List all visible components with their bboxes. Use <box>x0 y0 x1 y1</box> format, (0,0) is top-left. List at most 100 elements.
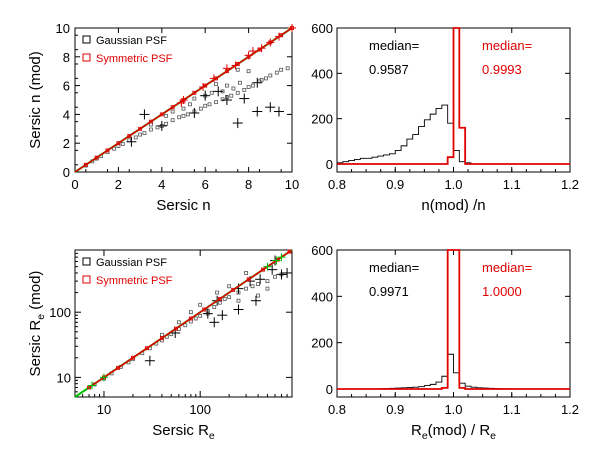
legend-symmetric-marker <box>82 53 91 62</box>
subscript-e: e <box>490 430 496 442</box>
legend-symmetric-label: Symmetric PSF <box>96 53 173 65</box>
y-tick-label: 4 <box>63 107 70 122</box>
median-value-gaussian: 0.9587 <box>369 62 409 77</box>
gaussian-point <box>142 131 147 136</box>
gaussian-point <box>170 118 175 123</box>
symmetric-point <box>192 90 197 95</box>
legend-gaussian-marker <box>82 257 91 266</box>
gaussian-point <box>235 67 240 72</box>
gaussian-point <box>214 82 218 87</box>
gaussian-point <box>198 302 203 307</box>
symmetric-point <box>174 326 178 331</box>
median-label-gaussian: median= <box>369 38 419 53</box>
gaussian-point <box>235 90 240 95</box>
gaussian-point <box>285 66 290 71</box>
x-tick-label: 1.0 <box>444 402 462 417</box>
label-part: Sersic R <box>27 320 44 377</box>
y-tick-label: 8 <box>63 50 70 65</box>
x-tick-label: 0.8 <box>328 402 346 417</box>
gaussian-point <box>198 313 203 318</box>
gaussian-point <box>149 127 153 132</box>
gaussian-point <box>227 295 232 300</box>
subscript-e: e <box>209 430 215 442</box>
gaussian-point <box>193 316 198 321</box>
gaussian-point <box>181 113 186 118</box>
x-tick-label: 100 <box>189 402 211 417</box>
label-part: Sersic R <box>152 422 209 439</box>
gaussian-point <box>268 73 273 78</box>
median-label-gaussian: median= <box>369 260 419 275</box>
gaussian-point <box>188 310 193 315</box>
x-axis-label-re: Sersic Re <box>152 422 215 442</box>
symmetric-point <box>159 336 164 341</box>
panel-re-scatter-frame <box>74 249 293 398</box>
gaussian-point <box>198 106 203 111</box>
x-tick-label: 1.2 <box>561 402 579 417</box>
symmetric-point <box>130 355 135 360</box>
gaussian-point <box>244 271 248 275</box>
gaussian-point <box>138 132 143 137</box>
gaussian-point <box>256 293 261 298</box>
gaussian-point <box>212 305 217 309</box>
panel-n-scatter-frame <box>74 27 293 173</box>
x-axis-label: n(mod) /n <box>421 197 485 214</box>
symmetric-histogram <box>337 249 570 390</box>
gaussian-point <box>246 69 251 74</box>
gaussian-point <box>192 96 197 101</box>
symmetric-point <box>170 105 175 110</box>
gaussian-point <box>220 97 225 102</box>
symmetric-point <box>145 346 149 351</box>
gaussian-point <box>133 135 138 140</box>
symmetric-point <box>261 267 265 272</box>
y-tick-label: 0 <box>63 165 70 180</box>
symmetric-point <box>127 134 132 138</box>
x-tick-label: 1.1 <box>503 402 521 417</box>
symmetric-point <box>231 287 236 292</box>
symmetric-point <box>202 307 207 312</box>
x-tick-label: 1.2 <box>561 177 579 192</box>
y-tick-label: 0 <box>326 382 333 397</box>
y-tick-label: 600 <box>311 21 333 36</box>
symmetric-point <box>148 119 153 124</box>
label-part: (mod) / R <box>428 422 491 439</box>
legend-gaussian-label: Gaussian PSF <box>96 257 167 269</box>
gaussian-point <box>238 80 242 85</box>
x-tick-label: 0 <box>71 177 78 192</box>
label-part: (mod) <box>27 271 44 314</box>
gaussian-point <box>170 109 175 114</box>
y-axis-label-re: Sersic Re (mod) <box>27 271 47 377</box>
symmetric-histogram <box>337 27 570 165</box>
x-tick-label: 2 <box>115 177 122 192</box>
gaussian-point <box>251 83 255 88</box>
gaussian-point <box>209 90 214 95</box>
symmetric-point <box>246 277 251 282</box>
gaussian-point <box>236 298 241 303</box>
gaussian-point <box>188 102 192 107</box>
gaussian-point <box>279 67 284 72</box>
gaussian-point <box>265 279 270 283</box>
median-label-symmetric: median= <box>482 260 532 275</box>
y-tick-label: 600 <box>311 243 333 258</box>
x-tick-label: 0.9 <box>386 177 404 192</box>
gaussian-point <box>214 100 218 105</box>
symmetric-point <box>94 155 99 160</box>
x-tick-label: 10 <box>285 177 299 192</box>
x-axis-label-re-ratio: Re(mod) / Re <box>411 422 496 442</box>
gaussian-point <box>159 332 164 337</box>
symmetric-point <box>116 141 121 146</box>
median-value-symmetric: 0.9993 <box>482 62 522 77</box>
median-value-symmetric: 1.0000 <box>482 284 522 299</box>
y-tick-label: 10 <box>56 21 70 36</box>
gaussian-point <box>164 121 169 126</box>
symmetric-point <box>83 162 88 167</box>
symmetric-point <box>138 126 143 131</box>
legend-symmetric-marker <box>82 275 91 284</box>
y-tick-label: 6 <box>63 79 70 94</box>
gaussian-point <box>181 106 186 111</box>
legend-symmetric-label: Symmetric PSF <box>96 275 173 287</box>
gaussian-point <box>176 320 181 325</box>
gaussian-point <box>222 296 227 301</box>
x-tick-label: 1.0 <box>444 177 462 192</box>
legend-gaussian-marker <box>82 35 91 44</box>
